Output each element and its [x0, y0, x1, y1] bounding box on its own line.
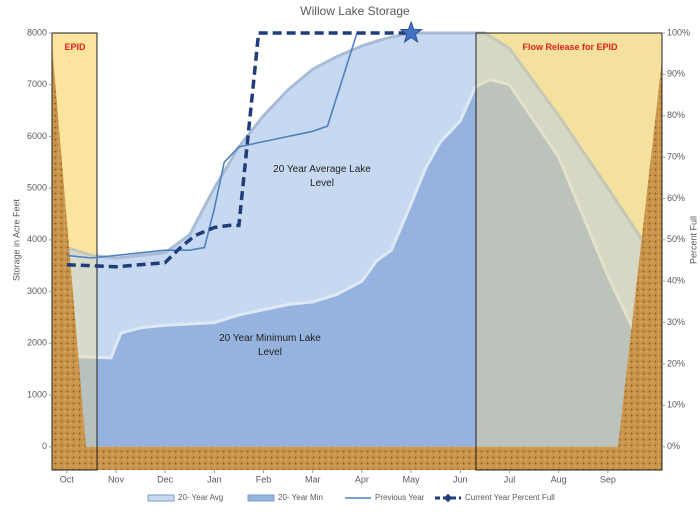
y-tick-label: 5000	[27, 183, 47, 193]
legend-label: Previous Year	[375, 493, 425, 502]
y-tick-label: 6000	[27, 131, 47, 141]
legend-swatch	[247, 494, 275, 502]
y2-tick-label: 70%	[667, 151, 685, 161]
y-tick-label: 3000	[27, 286, 47, 296]
epid-box	[51, 32, 98, 471]
x-tick-label: Dec	[157, 474, 174, 484]
y-tick-label: 2000	[27, 338, 47, 348]
y2-tick-label: 60%	[667, 193, 685, 203]
y2-tick-label: 80%	[667, 110, 685, 120]
line	[66, 31, 412, 269]
y-tick-label: 7000	[27, 79, 47, 89]
y2-tick-label: 90%	[667, 69, 685, 79]
x-tick-label: May	[403, 474, 421, 484]
x-tick-label: Nov	[108, 474, 125, 484]
y2-tick-label: 10%	[667, 400, 685, 410]
y-axis-title: Storage in Acre Feet	[11, 198, 21, 281]
area-edge	[66, 77, 634, 360]
legend-swatch	[147, 494, 175, 502]
release-box	[475, 32, 663, 471]
area	[66, 79, 633, 447]
x-tick-label: Jul	[504, 474, 516, 484]
ground	[618, 60, 662, 447]
x-tick-label: Apr	[355, 474, 369, 484]
y-tick-label: 0	[42, 441, 47, 451]
x-tick-label: Feb	[256, 474, 272, 484]
y2-tick-label: 40%	[667, 276, 685, 286]
x-tick-label: Jun	[453, 474, 468, 484]
x-tick-label: Jan	[207, 474, 222, 484]
annotation: 20 Year Average Lake Level	[273, 164, 371, 189]
annotation: EPID	[64, 42, 86, 52]
x-tick-label: Mar	[305, 474, 321, 484]
y-tick-label: 4000	[27, 234, 47, 244]
y2-axis-title: Percent Full	[688, 216, 698, 264]
x-tick-label: Aug	[551, 474, 567, 484]
legend-label: 20- Year Min	[278, 493, 323, 502]
legend-marker	[443, 493, 453, 503]
annotation: 20 Year Minimum Lake Level	[219, 333, 321, 358]
annotation: Flow Release for EPID	[522, 42, 618, 52]
chart-title: Willow Lake Storage	[300, 4, 410, 18]
y2-tick-label: 100%	[667, 27, 690, 37]
legend-label: 20- Year Avg	[178, 493, 223, 502]
y2-tick-label: 30%	[667, 317, 685, 327]
legend-label: Current Year Percent Full	[465, 493, 555, 502]
y2-tick-label: 20%	[667, 358, 685, 368]
y-tick-label: 1000	[27, 389, 47, 399]
x-tick-label: Sep	[600, 474, 616, 484]
x-tick-label: Oct	[60, 474, 75, 484]
area-edge	[50, 31, 644, 260]
line	[66, 32, 358, 259]
y2-tick-label: 50%	[667, 234, 685, 244]
end-marker	[399, 20, 424, 44]
y2-tick-label: 0%	[667, 441, 680, 451]
y-tick-label: 8000	[27, 27, 47, 37]
